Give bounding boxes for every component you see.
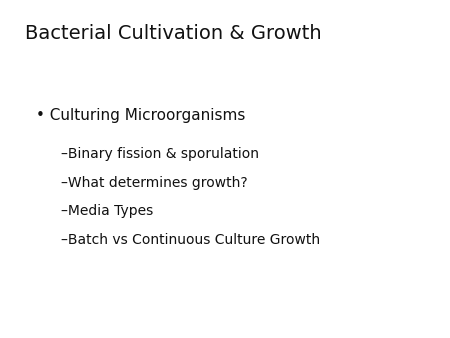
Text: –What determines growth?: –What determines growth? — [61, 176, 248, 190]
Text: –Media Types: –Media Types — [61, 204, 153, 218]
Text: –Binary fission & sporulation: –Binary fission & sporulation — [61, 147, 259, 161]
Text: –Batch vs Continuous Culture Growth: –Batch vs Continuous Culture Growth — [61, 233, 320, 247]
Text: • Culturing Microorganisms: • Culturing Microorganisms — [36, 108, 245, 123]
Text: Bacterial Cultivation & Growth: Bacterial Cultivation & Growth — [25, 24, 321, 43]
